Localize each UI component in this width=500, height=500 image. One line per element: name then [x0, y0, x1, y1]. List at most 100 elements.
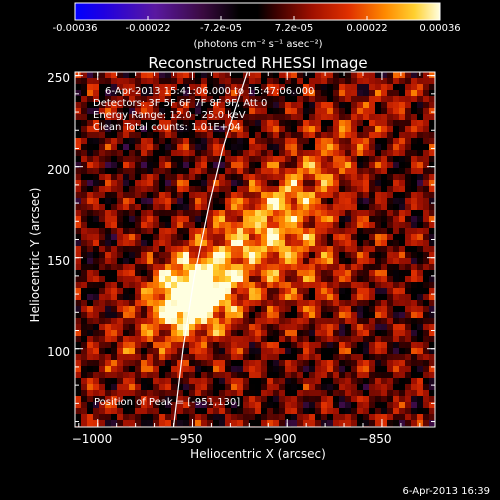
heatmap-cell [219, 186, 226, 193]
heatmap-cell [201, 72, 208, 79]
heatmap-cell [111, 102, 118, 109]
heatmap-cell [105, 90, 112, 97]
heatmap-cell [327, 228, 334, 235]
heatmap-cell [285, 276, 292, 283]
heatmap-cell [297, 132, 304, 139]
heatmap-cell [333, 120, 340, 127]
heatmap-cell [273, 366, 280, 373]
heatmap-cell [165, 336, 172, 343]
heatmap-cell [429, 90, 435, 97]
heatmap-cell [165, 252, 172, 259]
heatmap-cell [363, 180, 370, 187]
heatmap-cell [183, 204, 190, 211]
heatmap-cell [423, 348, 430, 355]
heatmap-cell [405, 96, 412, 103]
heatmap-cell [387, 294, 394, 301]
heatmap-cell [231, 360, 238, 367]
heatmap-cell [183, 222, 190, 229]
heatmap-cell [207, 120, 214, 127]
heatmap-cell [183, 114, 190, 121]
heatmap-cell [165, 396, 172, 403]
heatmap-cell [279, 156, 286, 163]
heatmap-cell [213, 144, 220, 151]
heatmap-cell [429, 294, 435, 301]
heatmap-cell [201, 390, 208, 397]
heatmap-cell [405, 402, 412, 409]
heatmap-cell [279, 132, 286, 139]
heatmap-cell [231, 192, 238, 199]
heatmap-cell [237, 144, 244, 151]
heatmap-cell [123, 378, 130, 385]
heatmap-cell [339, 252, 346, 259]
heatmap-cell [243, 132, 250, 139]
heatmap-cell [309, 90, 316, 97]
heatmap-cell [357, 138, 364, 145]
heatmap-cell [189, 108, 196, 115]
heatmap-cell [117, 84, 124, 91]
heatmap-cell [195, 384, 202, 391]
heatmap-cell [405, 420, 412, 427]
heatmap-cell [243, 240, 250, 247]
heatmap-cell [159, 312, 166, 319]
heatmap-cell [273, 414, 280, 421]
heatmap-cell [81, 138, 88, 145]
heatmap-cell [249, 234, 256, 241]
heatmap-cell [291, 186, 298, 193]
heatmap-cell [171, 234, 178, 241]
heatmap-cell [141, 408, 148, 415]
heatmap-cell [135, 366, 142, 373]
heatmap-cell [405, 354, 412, 361]
heatmap-cell [297, 366, 304, 373]
heatmap-cell [399, 186, 406, 193]
heatmap-cell [129, 396, 136, 403]
heatmap-cell [399, 162, 406, 169]
heatmap-cell [87, 294, 94, 301]
heatmap-cell [297, 252, 304, 259]
heatmap-cell [213, 108, 220, 115]
heatmap-cell [411, 342, 418, 349]
heatmap-cell [153, 288, 160, 295]
heatmap-cell [255, 246, 262, 253]
heatmap-cell [225, 168, 232, 175]
heatmap-cell [189, 78, 196, 85]
heatmap-cell [417, 144, 424, 151]
heatmap-cell [231, 366, 238, 373]
heatmap-cell [363, 156, 370, 163]
heatmap-cell [147, 288, 154, 295]
heatmap-cell [207, 162, 214, 169]
heatmap-cell [159, 384, 166, 391]
heatmap-cell [297, 126, 304, 133]
colorbar-tick-label: -7.2e-05 [200, 23, 242, 34]
heatmap-cell [207, 150, 214, 157]
heatmap-cell [231, 138, 238, 145]
heatmap-cell [411, 390, 418, 397]
heatmap-cell [177, 198, 184, 205]
heatmap-cell [369, 294, 376, 301]
heatmap-cell [129, 240, 136, 247]
heatmap-cell [99, 198, 106, 205]
heatmap-cell [201, 288, 208, 295]
heatmap-cell [267, 258, 274, 265]
heatmap-cell [345, 324, 352, 331]
heatmap-cell [291, 384, 298, 391]
heatmap-cell [273, 354, 280, 361]
heatmap-cell [411, 180, 418, 187]
heatmap-cell [99, 150, 106, 157]
heatmap-cell [159, 78, 166, 85]
heatmap-cell [363, 108, 370, 115]
heatmap-cell [267, 366, 274, 373]
heatmap-cell [75, 156, 82, 163]
heatmap-cell [327, 234, 334, 241]
heatmap-cell [417, 300, 424, 307]
heatmap-cell [381, 342, 388, 349]
heatmap-cell [381, 216, 388, 223]
heatmap-cell [135, 246, 142, 253]
heatmap-cell [249, 354, 256, 361]
heatmap-cell [117, 336, 124, 343]
heatmap-cell [117, 162, 124, 169]
heatmap-cell [309, 84, 316, 91]
heatmap-cell [261, 282, 268, 289]
heatmap-cell [321, 300, 328, 307]
heatmap-cell [285, 348, 292, 355]
heatmap-cell [423, 252, 430, 259]
